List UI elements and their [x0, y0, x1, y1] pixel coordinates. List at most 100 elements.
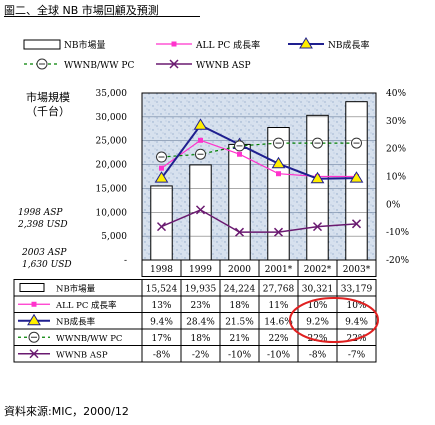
right-tick-label: 40% — [386, 89, 406, 99]
point-all-pc — [159, 165, 164, 171]
legend-label: NB成長率 — [328, 39, 370, 51]
table-cell: 11% — [268, 301, 288, 311]
series-line — [161, 209, 357, 233]
point-all-pc — [31, 301, 37, 307]
left-tick-label: 10,000 — [96, 208, 128, 218]
legend-label: NB市場量 — [64, 39, 106, 51]
table-row-label: NB市場量 — [56, 284, 96, 295]
annotation-1998-asp-line1: 1998 ASP — [18, 208, 63, 218]
series-line — [161, 142, 357, 158]
point-all-pc — [198, 137, 203, 143]
annotation-2003-asp-line1: 2003 ASP — [21, 248, 67, 258]
right-tick-label: -20% — [386, 256, 409, 266]
table-row-label: NB成長率 — [56, 317, 96, 328]
legend-label: WWNB ASP — [196, 61, 251, 71]
table-cell: 27,768 — [263, 285, 295, 295]
point-asp — [351, 219, 362, 229]
table-cell: -10% — [228, 351, 251, 361]
category-label: 2000 — [228, 265, 251, 275]
table-cell: 15,524 — [146, 285, 178, 295]
table-row-label: ALL PC 成長率 — [55, 300, 117, 311]
category-label: 1999 — [189, 265, 212, 275]
right-tick-label: 30% — [386, 117, 406, 127]
left-tick-label: 25,000 — [96, 137, 128, 147]
point-nb-growth — [349, 171, 364, 183]
y-axis-label-line1: 市場規模 — [26, 90, 70, 104]
right-tick-label: 10% — [386, 173, 406, 183]
series-lines — [154, 118, 364, 237]
right-axis-ticks: 40% 30% 20% 10% 0% -10% -20% — [386, 89, 409, 266]
table-cell: 10% — [346, 301, 366, 311]
table-cell: 9.2% — [306, 318, 329, 328]
table-cell: -10% — [267, 351, 290, 361]
right-tick-label: -10% — [386, 228, 409, 238]
table-cell: 23% — [190, 301, 210, 311]
left-tick-label: - — [124, 256, 127, 266]
gridlines — [142, 116, 376, 237]
point-nb-growth — [299, 37, 313, 49]
table-cell: 13% — [151, 301, 171, 311]
table-cell: 24,224 — [224, 285, 256, 295]
category-label: 2003* — [343, 265, 371, 275]
category-label: 2002* — [304, 265, 332, 275]
series-3 — [156, 137, 362, 163]
table-cell: 22% — [307, 334, 327, 344]
table-cell: 28.4% — [186, 318, 215, 328]
table-cell: 33,179 — [341, 285, 373, 295]
legend: NB市場量 ALL PC 成長率 NB成長率 WWNB/WW PC WWNB ASP — [23, 37, 370, 71]
table-cell: 18% — [229, 301, 249, 311]
table-cell: 9.4% — [345, 318, 368, 328]
table-cell: 19,935 — [185, 285, 217, 295]
point-asp — [195, 205, 206, 215]
bar-nb-units — [228, 143, 251, 261]
nb-market-chart: NB市場量 ALL PC 成長率 NB成長率 WWNB/WW PC WWNB ASP 市… — [13, 37, 409, 363]
left-axis-ticks: 35,000 30,000 25,000 20,000 15,000 10,000 5,00… — [96, 89, 128, 266]
series-line — [160, 124, 357, 180]
table-cell: -2% — [192, 351, 210, 361]
figure-title: 圖二、全球 NB 市場回顧及預測 — [4, 4, 159, 17]
table-cell: 22% — [268, 334, 288, 344]
left-tick-label: 20,000 — [96, 161, 128, 171]
annotation-1998-asp-line2: 2,398 USD — [17, 220, 68, 230]
point-asp — [312, 222, 323, 232]
annotation-2003-asp-line2: 1,630 USD — [22, 260, 72, 270]
y-axis-label-line2: （千台） — [26, 104, 70, 118]
legend-key-nb-units — [23, 39, 61, 50]
category-label: 2001* — [265, 265, 293, 275]
point-nb-growth — [193, 118, 208, 130]
point-all-pc — [276, 171, 281, 177]
point-asp — [273, 227, 284, 237]
point-nb-growth — [154, 171, 169, 183]
table-cell: 9.4% — [150, 318, 173, 328]
point-all-pc — [237, 151, 242, 157]
table-cell: 17% — [151, 334, 171, 344]
table-row-label: WWNB/WW PC — [56, 334, 122, 344]
table-cell: 21.5% — [225, 318, 254, 328]
right-tick-label: 0% — [386, 200, 401, 210]
source-note: 資料來源:MIC，2000/12 — [4, 405, 129, 418]
legend-label: ALL PC 成長率 — [195, 39, 260, 51]
table-row — [13, 345, 377, 363]
point-nb-growth — [310, 171, 325, 184]
point-asp — [169, 59, 179, 69]
highlight-circle — [289, 297, 379, 343]
left-tick-label: 30,000 — [96, 113, 128, 123]
series-4 — [156, 205, 362, 237]
point-all-pc — [171, 41, 177, 47]
point-nb-growth — [27, 313, 41, 326]
left-tick-label: 35,000 — [96, 89, 128, 99]
right-tick-label: 20% — [386, 145, 406, 155]
left-tick-label: 15,000 — [96, 184, 128, 194]
left-tick-label: 5,000 — [101, 232, 127, 242]
series-line — [161, 139, 357, 178]
legend-label: WWNB/WW PC — [64, 61, 134, 71]
table-cell: -8% — [153, 351, 171, 361]
table-cell: -8% — [309, 351, 327, 361]
point-asp — [234, 227, 245, 237]
key-nb-units — [19, 283, 45, 292]
table-cell: 21% — [229, 334, 249, 344]
bar-nb-units — [306, 114, 329, 261]
table-cell: 18% — [190, 334, 210, 344]
category-label: 1998 — [150, 265, 173, 275]
point-nb-growth — [271, 156, 286, 169]
